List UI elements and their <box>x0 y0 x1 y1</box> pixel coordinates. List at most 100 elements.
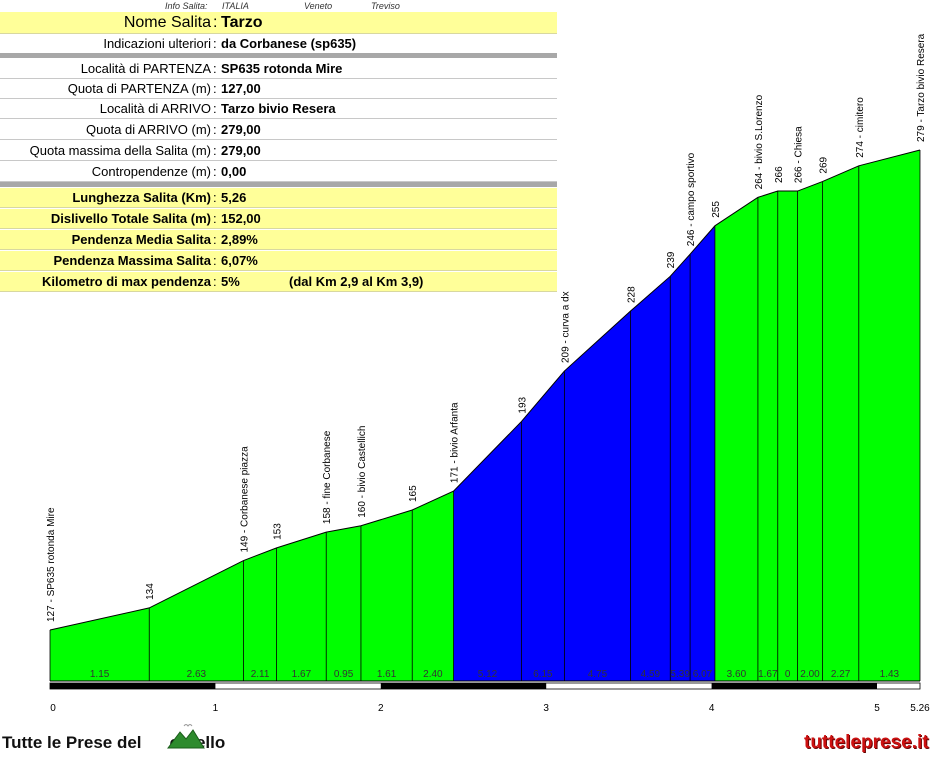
km-scale-block <box>380 683 547 689</box>
profile-segment <box>777 191 798 682</box>
segment-grade-label: 1.43 <box>880 669 900 680</box>
profile-segment <box>243 547 277 681</box>
point-label: 158 - fine Corbanese <box>322 430 333 524</box>
segment-grade-label: 2.27 <box>831 669 851 680</box>
separator-bar <box>0 182 557 187</box>
max-altitude-label: Quota massima della Salita (m) <box>29 143 211 158</box>
point-label: 255 <box>711 201 722 218</box>
colon: : <box>213 122 217 137</box>
point-label: 228 <box>627 286 638 303</box>
province-label: Treviso <box>371 1 400 11</box>
colon: : <box>213 61 217 76</box>
start-location-label: Località di PARTENZA <box>80 61 211 76</box>
point-label: 127 - SP635 rotonda Mire <box>46 507 57 622</box>
colon: : <box>213 190 217 205</box>
profile-segment <box>521 371 565 681</box>
end-location-label: Località di ARRIVO <box>99 101 211 116</box>
country-label: ITALIA <box>222 1 249 11</box>
more-info-value: da Corbanese (sp635) <box>221 36 357 51</box>
segment-grade-label: 4.75 <box>588 669 608 680</box>
x-tick-label: 2 <box>378 703 384 714</box>
point-label: 193 <box>517 396 528 413</box>
separator-bar <box>0 53 557 58</box>
profile-segment <box>453 421 522 681</box>
avg-grade-value: 2,89% <box>221 232 258 247</box>
segment-grade-label: 2.63 <box>187 669 207 680</box>
x-tick-label: 4 <box>709 703 715 714</box>
end-altitude-value: 279,00 <box>221 122 261 137</box>
footer-brand-text: Tutte le Prese del <box>2 733 142 752</box>
profile-segment <box>670 254 691 682</box>
row-end-altitude: Quota di ARRIVO (m) : 279,00 <box>0 120 557 140</box>
point-label: 279 - Tarzo bivio Resera <box>916 33 927 142</box>
profile-segment <box>326 525 361 681</box>
length-label: Lunghezza Salita (Km) <box>72 190 211 205</box>
region-label: Veneto <box>304 1 333 11</box>
colon: : <box>213 14 218 31</box>
footer-website[interactable]: tutteleprese.it <box>804 732 929 753</box>
point-label: 269 <box>818 156 829 173</box>
row-end-location: Località di ARRIVO : Tarzo bivio Resera <box>0 99 557 119</box>
point-label: 274 - cimitero <box>855 97 866 158</box>
row-climb-name: Nome Salita : Tarzo <box>0 12 557 34</box>
profile-segment <box>714 197 758 682</box>
counter-slopes-value: 0,00 <box>221 164 247 179</box>
max-km-range: (dal Km 2,9 al Km 3,9) <box>289 274 424 289</box>
counter-slopes-label: Contropendenze (m) <box>91 164 211 179</box>
point-label: 160 - bivio Castellich <box>357 426 368 518</box>
point-label: 149 - Corbanese piazza <box>240 446 251 553</box>
max-km-label: Kilometro di max pendenza <box>41 274 211 289</box>
header-meta: Info Salita: ITALIA Veneto Treviso <box>0 0 557 12</box>
more-info-label: Indicazioni ulteriori <box>103 36 211 51</box>
point-label: 209 - curva a dx <box>560 291 571 363</box>
row-max-km: Kilometro di max pendenza : 5% (dal Km 2… <box>0 272 557 292</box>
row-max-altitude: Quota massima della Salita (m) : 279,00 <box>0 141 557 161</box>
segment-grade-label: 1.67 <box>292 669 312 680</box>
segment-grade-label: 6.07 <box>693 669 713 680</box>
profile-segment <box>412 491 454 681</box>
end-altitude-label: Quota di ARRIVO (m) <box>86 122 211 137</box>
point-label: 264 - bivio S.Lorenzo <box>754 94 765 189</box>
segment-grade-label: 5.12 <box>478 669 498 680</box>
profile-segment <box>276 532 327 681</box>
point-label: 134 <box>145 583 156 600</box>
x-tick-label: 5.26 <box>910 703 930 714</box>
max-km-value: 5% <box>221 274 240 289</box>
start-location-value: SP635 rotonda Mire <box>221 61 343 76</box>
climb-name-label: Nome Salita <box>123 14 211 31</box>
profile-segment <box>630 276 671 681</box>
segment-grade-label: 2.11 <box>251 669 270 680</box>
colon: : <box>213 274 217 289</box>
x-tick-label: 3 <box>543 703 549 714</box>
max-grade-value: 6,07% <box>221 253 258 268</box>
info-salita-label: Info Salita: <box>165 1 208 11</box>
x-tick-label: 1 <box>213 703 219 714</box>
segment-grade-label: 0 <box>785 669 791 680</box>
profile-outline <box>49 149 921 631</box>
colon: : <box>213 81 217 96</box>
colon: : <box>213 164 217 179</box>
row-avg-grade: Pendenza Media Salita : 2,89% <box>0 230 557 250</box>
point-label: 266 <box>774 166 785 183</box>
total-gain-value: 152,00 <box>221 211 261 226</box>
x-tick-label: 5 <box>874 703 880 714</box>
point-label: 171 - bivio Arfanta <box>450 402 461 483</box>
segment-grade-label: 2.00 <box>800 669 820 680</box>
km-scale-block <box>50 683 216 689</box>
point-label: 153 <box>273 523 284 540</box>
point-label: 246 - campo sportivo <box>686 152 697 246</box>
point-label: 165 <box>408 485 419 502</box>
row-start-altitude: Quota di PARTENZA (m) : 127,00 <box>0 79 557 99</box>
segment-grade-label: 3.60 <box>727 669 747 680</box>
row-length: Lunghezza Salita (Km) : 5,26 <box>0 188 557 208</box>
colon: : <box>213 143 217 158</box>
segment-grade-label: 0.95 <box>334 669 354 680</box>
row-total-gain: Dislivello Totale Salita (m) : 152,00 <box>0 209 557 229</box>
point-label: 239 <box>666 251 677 268</box>
row-max-grade: Pendenza Massima Salita : 6,07% <box>0 251 557 271</box>
profile-segment <box>822 165 859 681</box>
profile-segment <box>149 560 244 681</box>
colon: : <box>213 36 217 51</box>
segment-grade-label: 1.67 <box>758 669 778 680</box>
